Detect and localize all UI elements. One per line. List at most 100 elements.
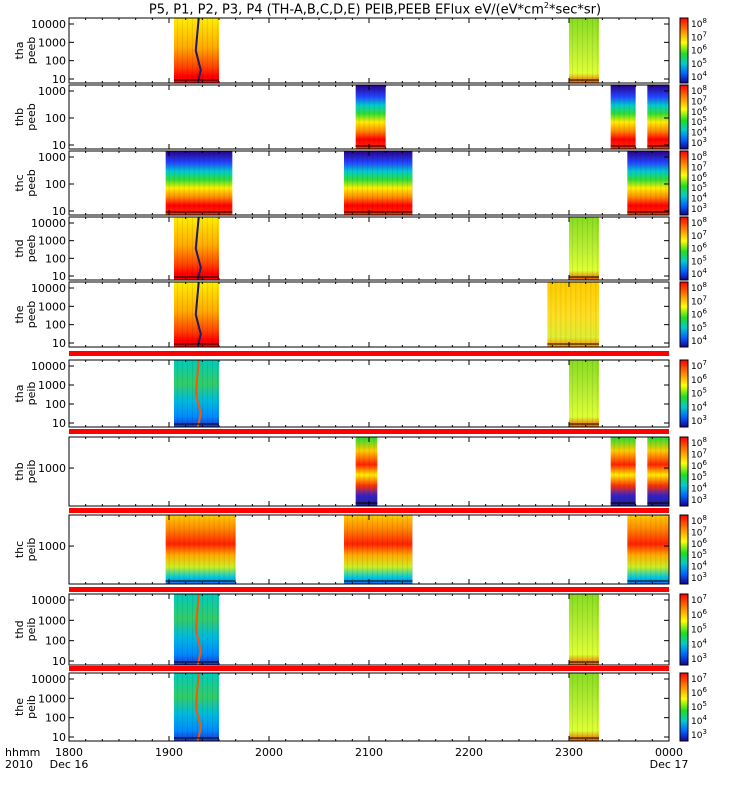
spectrogram-stripe <box>347 151 348 215</box>
colorbar-tick-label: 104 <box>691 400 707 413</box>
spectrogram-stripe <box>613 85 615 149</box>
y-tick-label: 10 <box>52 655 66 668</box>
spectrogram-stripe <box>212 594 213 665</box>
spectrogram-stripe <box>655 85 657 149</box>
spectrogram-stripe <box>377 151 378 215</box>
spectrogram-stripe <box>212 282 213 347</box>
panel-label-probe: the <box>13 305 26 323</box>
panel-label-product: peeb <box>25 37 38 65</box>
spectrogram-stripe <box>660 151 662 215</box>
spectrogram-stripe <box>373 85 375 149</box>
spectrogram-stripe <box>207 594 208 665</box>
spectrogram-stripe <box>182 360 183 427</box>
colorbar-tick-label: 104 <box>691 70 707 83</box>
spectrogram-stripe <box>197 18 198 83</box>
colorbar-tick-label: 108 <box>691 17 707 30</box>
spectrogram-stripe <box>168 151 170 215</box>
spectrogram-stripe <box>392 151 393 215</box>
spectrogram-stripe <box>628 437 630 506</box>
spectrogram-stripe <box>582 360 583 427</box>
y-tick-label: 100 <box>45 55 66 68</box>
spectrogram-stripe <box>665 515 667 584</box>
colorbar <box>679 150 689 216</box>
spectrogram-spike <box>194 17 202 84</box>
spectrogram-stripe <box>217 594 218 665</box>
spectrogram-stripe <box>555 282 557 347</box>
colorbar-tick-label: 106 <box>691 373 707 386</box>
end-date-label: Dec 17 <box>650 758 689 771</box>
spectrogram-stripe <box>177 594 178 665</box>
spectrogram-stripe <box>177 282 178 347</box>
spectrogram-stripe <box>382 151 383 215</box>
panel-separator <box>69 666 669 671</box>
spectrogram-stripe <box>630 151 632 215</box>
spectrogram-stripe <box>577 18 578 83</box>
spectrogram-stripe <box>192 360 193 427</box>
spectrogram-block <box>344 151 413 215</box>
colorbar-tick-label: 106 <box>691 308 707 321</box>
spectrogram-stripe <box>587 673 588 741</box>
spectrogram-stripe <box>197 217 198 280</box>
colorbar-tick-label: 105 <box>691 254 707 267</box>
y-tick-label: 1000 <box>38 379 66 392</box>
spectrogram-stripe <box>188 151 190 215</box>
colorbar-tick-label: 106 <box>691 608 707 621</box>
colorbar <box>679 84 689 150</box>
colorbar-tick-label: 106 <box>691 686 707 699</box>
spectrogram-stripe <box>192 594 193 665</box>
spectrogram-stripe <box>635 151 637 215</box>
spectrogram-stripe <box>197 673 198 741</box>
spectrogram-stripe <box>590 282 592 347</box>
time-tick-label: 2300 <box>555 746 583 759</box>
spectrogram-stripe <box>212 673 213 741</box>
title-text-end: *sec*sr) <box>548 2 602 18</box>
title-superscript: 2 <box>543 1 549 10</box>
spectrogram-stripe <box>587 360 588 427</box>
spectrogram-stripe <box>592 360 593 427</box>
spectrogram-stripe <box>592 217 593 280</box>
spectrogram-spike <box>194 216 202 281</box>
spectrogram-stripe <box>197 594 198 665</box>
time-tick-label: 0000 <box>655 746 683 759</box>
spectrogram-stripe <box>378 85 380 149</box>
spectrogram-stripe <box>660 437 662 506</box>
spectrogram-stripe <box>392 515 393 584</box>
spectrogram-stripe <box>218 151 220 215</box>
spectrogram-stripe <box>373 437 375 506</box>
spectrogram-stripe <box>363 437 365 506</box>
colorbar-tick-label: 103 <box>691 571 707 584</box>
spectrogram-stripe <box>187 18 188 83</box>
spectrogram-stripe <box>202 282 203 347</box>
spectrogram-stripe <box>613 437 615 506</box>
y-tick-label: 1000 <box>38 692 66 705</box>
colorbar-tick-label: 105 <box>691 57 707 70</box>
spectrogram-stripe <box>633 437 635 506</box>
spectrogram-stripe <box>572 594 573 665</box>
y-tick-label: 10000 <box>31 282 66 295</box>
spectrogram-stripe <box>650 515 652 584</box>
spectrogram-block <box>647 85 669 149</box>
panel-label-probe: tha <box>13 384 26 402</box>
spectrogram-stripe <box>202 594 203 665</box>
colorbar <box>679 359 689 428</box>
spectrogram-stripe <box>367 515 368 584</box>
spectrogram-stripe <box>665 151 667 215</box>
colorbar-tick-label: 108 <box>691 514 707 527</box>
time-axis-label: hhmm <box>5 746 40 759</box>
spectrogram-block <box>627 151 669 215</box>
spectrogram-stripe <box>357 515 358 584</box>
panel-label-probe: thd <box>13 239 26 257</box>
colorbar-tick-label: 107 <box>691 525 707 538</box>
spectrogram-stripe <box>397 151 398 215</box>
spectrogram-stripe <box>233 515 235 584</box>
spectrogram-stripe <box>597 673 598 741</box>
spectrogram-stripe <box>618 85 620 149</box>
y-tick-label: 1000 <box>38 540 66 553</box>
spectrogram-stripe <box>372 151 373 215</box>
panel-label-product: peeb <box>25 103 38 131</box>
spectrogram-stripe <box>217 360 218 427</box>
spectrogram-stripe <box>177 673 178 741</box>
